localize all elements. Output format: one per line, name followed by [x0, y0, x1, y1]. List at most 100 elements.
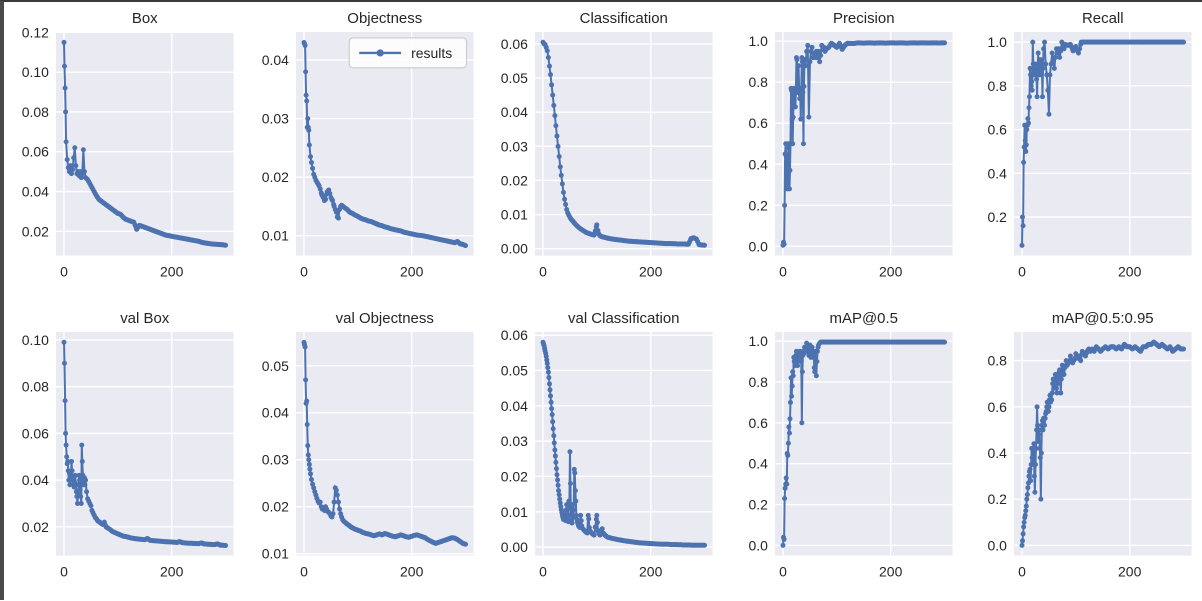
x-tick-label: 200 — [639, 563, 663, 579]
x-tick-label: 0 — [300, 264, 308, 280]
data-marker — [561, 190, 566, 195]
data-marker — [802, 57, 807, 62]
subplot-title: Precision — [833, 10, 895, 27]
data-marker — [702, 542, 707, 547]
x-tick-label: 200 — [879, 264, 903, 280]
data-marker — [308, 154, 313, 159]
data-marker — [570, 520, 575, 525]
data-marker — [548, 387, 553, 392]
data-marker — [794, 57, 799, 62]
data-marker — [572, 470, 577, 475]
data-marker — [65, 157, 70, 162]
data-marker — [63, 86, 68, 91]
data-marker — [1033, 489, 1038, 494]
data-marker — [1047, 404, 1052, 409]
x-tick-label: 0 — [1018, 264, 1026, 280]
data-marker — [1059, 390, 1064, 395]
data-marker — [1026, 485, 1031, 490]
data-marker — [1030, 79, 1035, 84]
y-tick-label: 1.0 — [988, 34, 1008, 50]
data-marker — [793, 104, 798, 109]
data-marker — [1036, 438, 1041, 443]
data-marker — [790, 141, 795, 146]
data-marker — [554, 459, 559, 464]
data-marker — [223, 542, 228, 547]
data-marker — [1020, 538, 1025, 543]
data-marker — [64, 454, 69, 459]
data-marker — [549, 82, 554, 87]
y-tick-label: 0.06 — [501, 327, 528, 343]
y-tick-label: 0.00 — [501, 539, 528, 555]
y-tick-label: 0.8 — [988, 352, 1008, 368]
y-tick-label: 0.01 — [501, 503, 528, 519]
data-marker — [1024, 503, 1029, 508]
data-marker — [80, 458, 85, 463]
data-marker — [1024, 508, 1029, 513]
data-marker — [1030, 455, 1035, 460]
y-tick-label: 0.02 — [22, 223, 49, 239]
data-marker — [801, 84, 806, 89]
y-tick-label: 1.0 — [748, 333, 768, 349]
data-marker — [554, 123, 559, 128]
data-marker — [556, 488, 561, 493]
data-marker — [559, 173, 564, 178]
data-marker — [787, 186, 792, 191]
x-tick-label: 200 — [1118, 563, 1142, 579]
data-marker — [302, 43, 307, 48]
data-marker — [809, 45, 814, 50]
x-tick-label: 200 — [160, 264, 184, 280]
data-marker — [568, 449, 573, 454]
y-tick-label: 0.4 — [988, 444, 1008, 460]
data-marker — [574, 512, 579, 517]
data-marker — [78, 493, 83, 498]
data-marker — [1038, 445, 1043, 450]
data-marker — [323, 197, 328, 202]
y-tick-label: 0.04 — [501, 104, 528, 120]
data-marker — [942, 339, 947, 344]
data-marker — [1052, 66, 1057, 71]
data-marker — [305, 116, 310, 121]
data-marker — [800, 90, 805, 95]
data-marker — [1031, 450, 1036, 455]
data-marker — [1031, 40, 1036, 45]
y-tick-label: 0.03 — [501, 138, 528, 154]
data-marker — [1020, 243, 1025, 248]
data-marker — [1028, 478, 1033, 483]
y-tick-label: 0.12 — [22, 24, 49, 40]
y-tick-label: 0.0 — [748, 238, 768, 254]
subplot-title: val Objectness — [335, 309, 433, 326]
data-marker — [702, 243, 707, 248]
legend: results — [349, 38, 466, 68]
data-marker — [798, 117, 803, 122]
data-marker — [551, 103, 556, 108]
data-marker — [1037, 431, 1042, 436]
x-tick-label: 0 — [60, 563, 68, 579]
y-tick-label: 0.02 — [261, 498, 288, 514]
y-tick-label: 0.06 — [22, 144, 49, 160]
y-tick-label: 0.4 — [748, 455, 768, 471]
y-tick-label: 0.6 — [748, 115, 768, 131]
y-tick-label: 0.04 — [22, 184, 49, 200]
data-marker — [336, 499, 341, 504]
y-tick-label: 0.04 — [261, 52, 288, 68]
data-marker — [310, 166, 315, 171]
data-marker — [88, 503, 93, 508]
data-marker — [1047, 112, 1052, 117]
data-marker — [789, 393, 794, 398]
data-marker — [1068, 353, 1073, 358]
data-marker — [303, 377, 308, 382]
data-marker — [942, 40, 947, 45]
data-marker — [72, 145, 77, 150]
data-marker — [82, 169, 87, 174]
data-marker — [1023, 512, 1028, 517]
y-tick-label: 0.2 — [988, 491, 1008, 507]
data-marker — [1028, 66, 1033, 71]
data-marker — [1022, 519, 1027, 524]
data-marker — [63, 398, 68, 403]
